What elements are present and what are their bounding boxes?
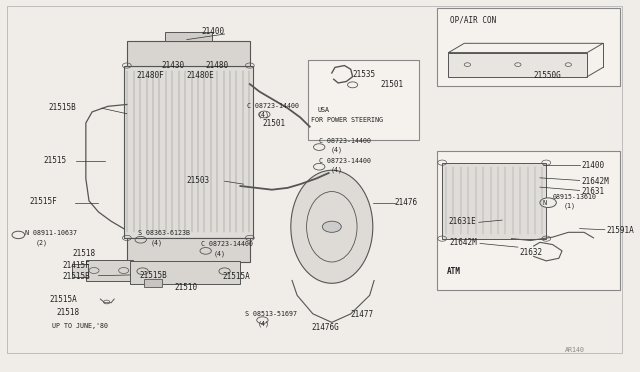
- Circle shape: [540, 198, 556, 208]
- Text: 21550G: 21550G: [534, 71, 561, 80]
- Text: 21503: 21503: [187, 176, 210, 185]
- Text: 21515B: 21515B: [140, 271, 167, 280]
- Text: 21430: 21430: [161, 61, 185, 70]
- Bar: [442, 163, 547, 238]
- Text: 21415F: 21415F: [63, 261, 90, 270]
- Text: C 08723-14400: C 08723-14400: [201, 241, 253, 247]
- Text: 21591A: 21591A: [606, 226, 634, 235]
- Text: 21476G: 21476G: [311, 323, 339, 332]
- Text: 21477: 21477: [351, 311, 374, 320]
- Bar: [308, 60, 419, 140]
- Text: S 08513-51697: S 08513-51697: [245, 311, 298, 317]
- Text: 21631E: 21631E: [449, 217, 476, 226]
- Text: 21515: 21515: [44, 155, 67, 164]
- Bar: [437, 151, 620, 290]
- Text: OP/AIR CON: OP/AIR CON: [450, 16, 496, 25]
- Text: USA: USA: [317, 107, 330, 113]
- Text: 21631: 21631: [581, 187, 604, 196]
- Text: 21515A: 21515A: [223, 272, 250, 280]
- Bar: [127, 238, 250, 262]
- Text: (4): (4): [330, 147, 342, 153]
- Bar: [124, 65, 253, 238]
- Text: 21642M: 21642M: [450, 238, 477, 247]
- Bar: [72, 264, 88, 277]
- Text: 21480F: 21480F: [136, 71, 164, 80]
- Text: 21642M: 21642M: [581, 177, 609, 186]
- Ellipse shape: [291, 170, 373, 283]
- Text: 21515A: 21515A: [50, 295, 77, 304]
- Text: FOR POWER STEERING: FOR POWER STEERING: [311, 117, 383, 123]
- Bar: [130, 261, 241, 284]
- Text: 21515F: 21515F: [29, 198, 57, 206]
- Text: (4): (4): [258, 112, 270, 118]
- Text: 21535: 21535: [353, 70, 376, 79]
- Text: UP TO JUNE,'80: UP TO JUNE,'80: [52, 323, 108, 329]
- Text: C 08723-14400: C 08723-14400: [319, 138, 371, 144]
- Text: S 08363-6123B: S 08363-6123B: [138, 230, 190, 236]
- Text: ATM: ATM: [447, 267, 461, 276]
- Text: 21400: 21400: [581, 161, 604, 170]
- Text: (1): (1): [563, 202, 575, 209]
- Text: C 08723-14400: C 08723-14400: [246, 103, 299, 109]
- Bar: [127, 41, 250, 65]
- Text: (4): (4): [330, 166, 342, 173]
- Text: (4): (4): [214, 250, 226, 257]
- Bar: [437, 8, 620, 86]
- Bar: [164, 32, 212, 41]
- Text: 21515B: 21515B: [63, 272, 90, 281]
- Text: 21480E: 21480E: [187, 71, 214, 80]
- Text: (2): (2): [35, 240, 47, 246]
- Text: N: N: [542, 200, 547, 206]
- Text: 08915-13610: 08915-13610: [552, 194, 596, 200]
- Text: N 08911-10637: N 08911-10637: [25, 230, 77, 237]
- Circle shape: [323, 221, 341, 232]
- Bar: [145, 279, 162, 287]
- Text: 21501: 21501: [380, 80, 403, 89]
- Text: 21518: 21518: [72, 249, 95, 258]
- Text: 21400: 21400: [201, 27, 225, 36]
- Text: (4): (4): [258, 321, 270, 327]
- Text: 21501: 21501: [262, 119, 285, 128]
- Bar: [449, 52, 588, 77]
- Text: (4): (4): [151, 239, 163, 246]
- Text: 21476: 21476: [395, 198, 418, 207]
- Text: 21632: 21632: [519, 248, 542, 257]
- Text: 21515B: 21515B: [48, 103, 76, 112]
- Text: C 08723-14400: C 08723-14400: [319, 158, 371, 164]
- Text: 21480: 21480: [205, 61, 228, 70]
- Text: 21518: 21518: [56, 308, 79, 317]
- Bar: [86, 260, 133, 280]
- Text: 21510: 21510: [175, 283, 198, 292]
- Text: AR140: AR140: [565, 347, 585, 353]
